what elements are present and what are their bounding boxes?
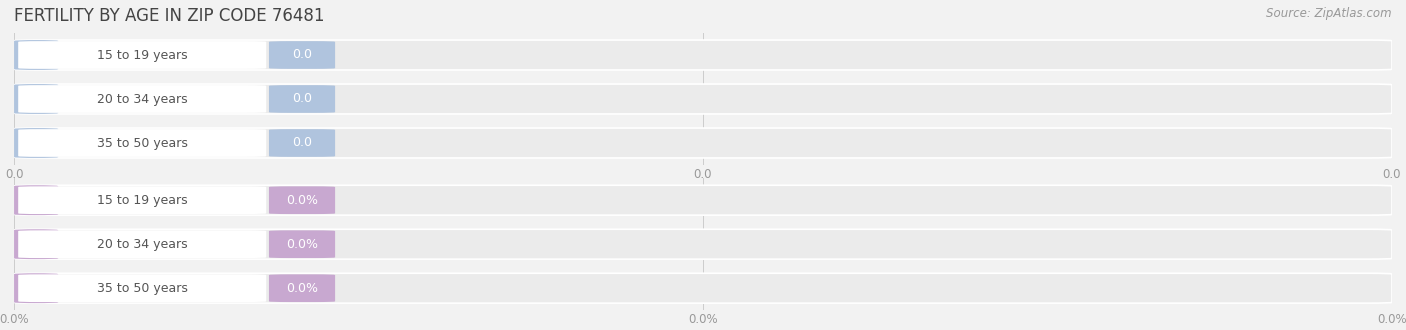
FancyBboxPatch shape [14, 128, 58, 158]
FancyBboxPatch shape [14, 84, 58, 114]
FancyBboxPatch shape [14, 273, 58, 303]
FancyBboxPatch shape [18, 85, 266, 113]
FancyBboxPatch shape [14, 273, 1392, 303]
FancyBboxPatch shape [18, 230, 266, 258]
FancyBboxPatch shape [18, 129, 266, 157]
Text: 35 to 50 years: 35 to 50 years [97, 137, 187, 149]
Text: 0.0%: 0.0% [285, 238, 318, 251]
Text: FERTILITY BY AGE IN ZIP CODE 76481: FERTILITY BY AGE IN ZIP CODE 76481 [14, 7, 325, 25]
Text: 15 to 19 years: 15 to 19 years [97, 49, 187, 61]
FancyBboxPatch shape [14, 84, 1392, 114]
FancyBboxPatch shape [269, 186, 335, 214]
FancyBboxPatch shape [269, 85, 335, 113]
FancyBboxPatch shape [14, 128, 1392, 158]
Text: 0.0: 0.0 [292, 49, 312, 61]
FancyBboxPatch shape [14, 40, 58, 70]
FancyBboxPatch shape [269, 274, 335, 302]
FancyBboxPatch shape [14, 229, 1392, 259]
FancyBboxPatch shape [14, 185, 58, 215]
FancyBboxPatch shape [269, 41, 335, 69]
Text: 15 to 19 years: 15 to 19 years [97, 194, 187, 207]
Text: 20 to 34 years: 20 to 34 years [97, 92, 187, 106]
FancyBboxPatch shape [18, 274, 266, 302]
FancyBboxPatch shape [18, 186, 266, 214]
Text: 0.0%: 0.0% [285, 282, 318, 295]
Text: 35 to 50 years: 35 to 50 years [97, 282, 187, 295]
FancyBboxPatch shape [269, 129, 335, 157]
Text: 0.0: 0.0 [292, 137, 312, 149]
Text: Source: ZipAtlas.com: Source: ZipAtlas.com [1267, 7, 1392, 19]
Text: 0.0: 0.0 [292, 92, 312, 106]
FancyBboxPatch shape [14, 185, 1392, 215]
FancyBboxPatch shape [14, 40, 1392, 70]
FancyBboxPatch shape [18, 41, 266, 69]
FancyBboxPatch shape [269, 230, 335, 258]
Text: 20 to 34 years: 20 to 34 years [97, 238, 187, 251]
FancyBboxPatch shape [14, 229, 58, 259]
Text: 0.0%: 0.0% [285, 194, 318, 207]
